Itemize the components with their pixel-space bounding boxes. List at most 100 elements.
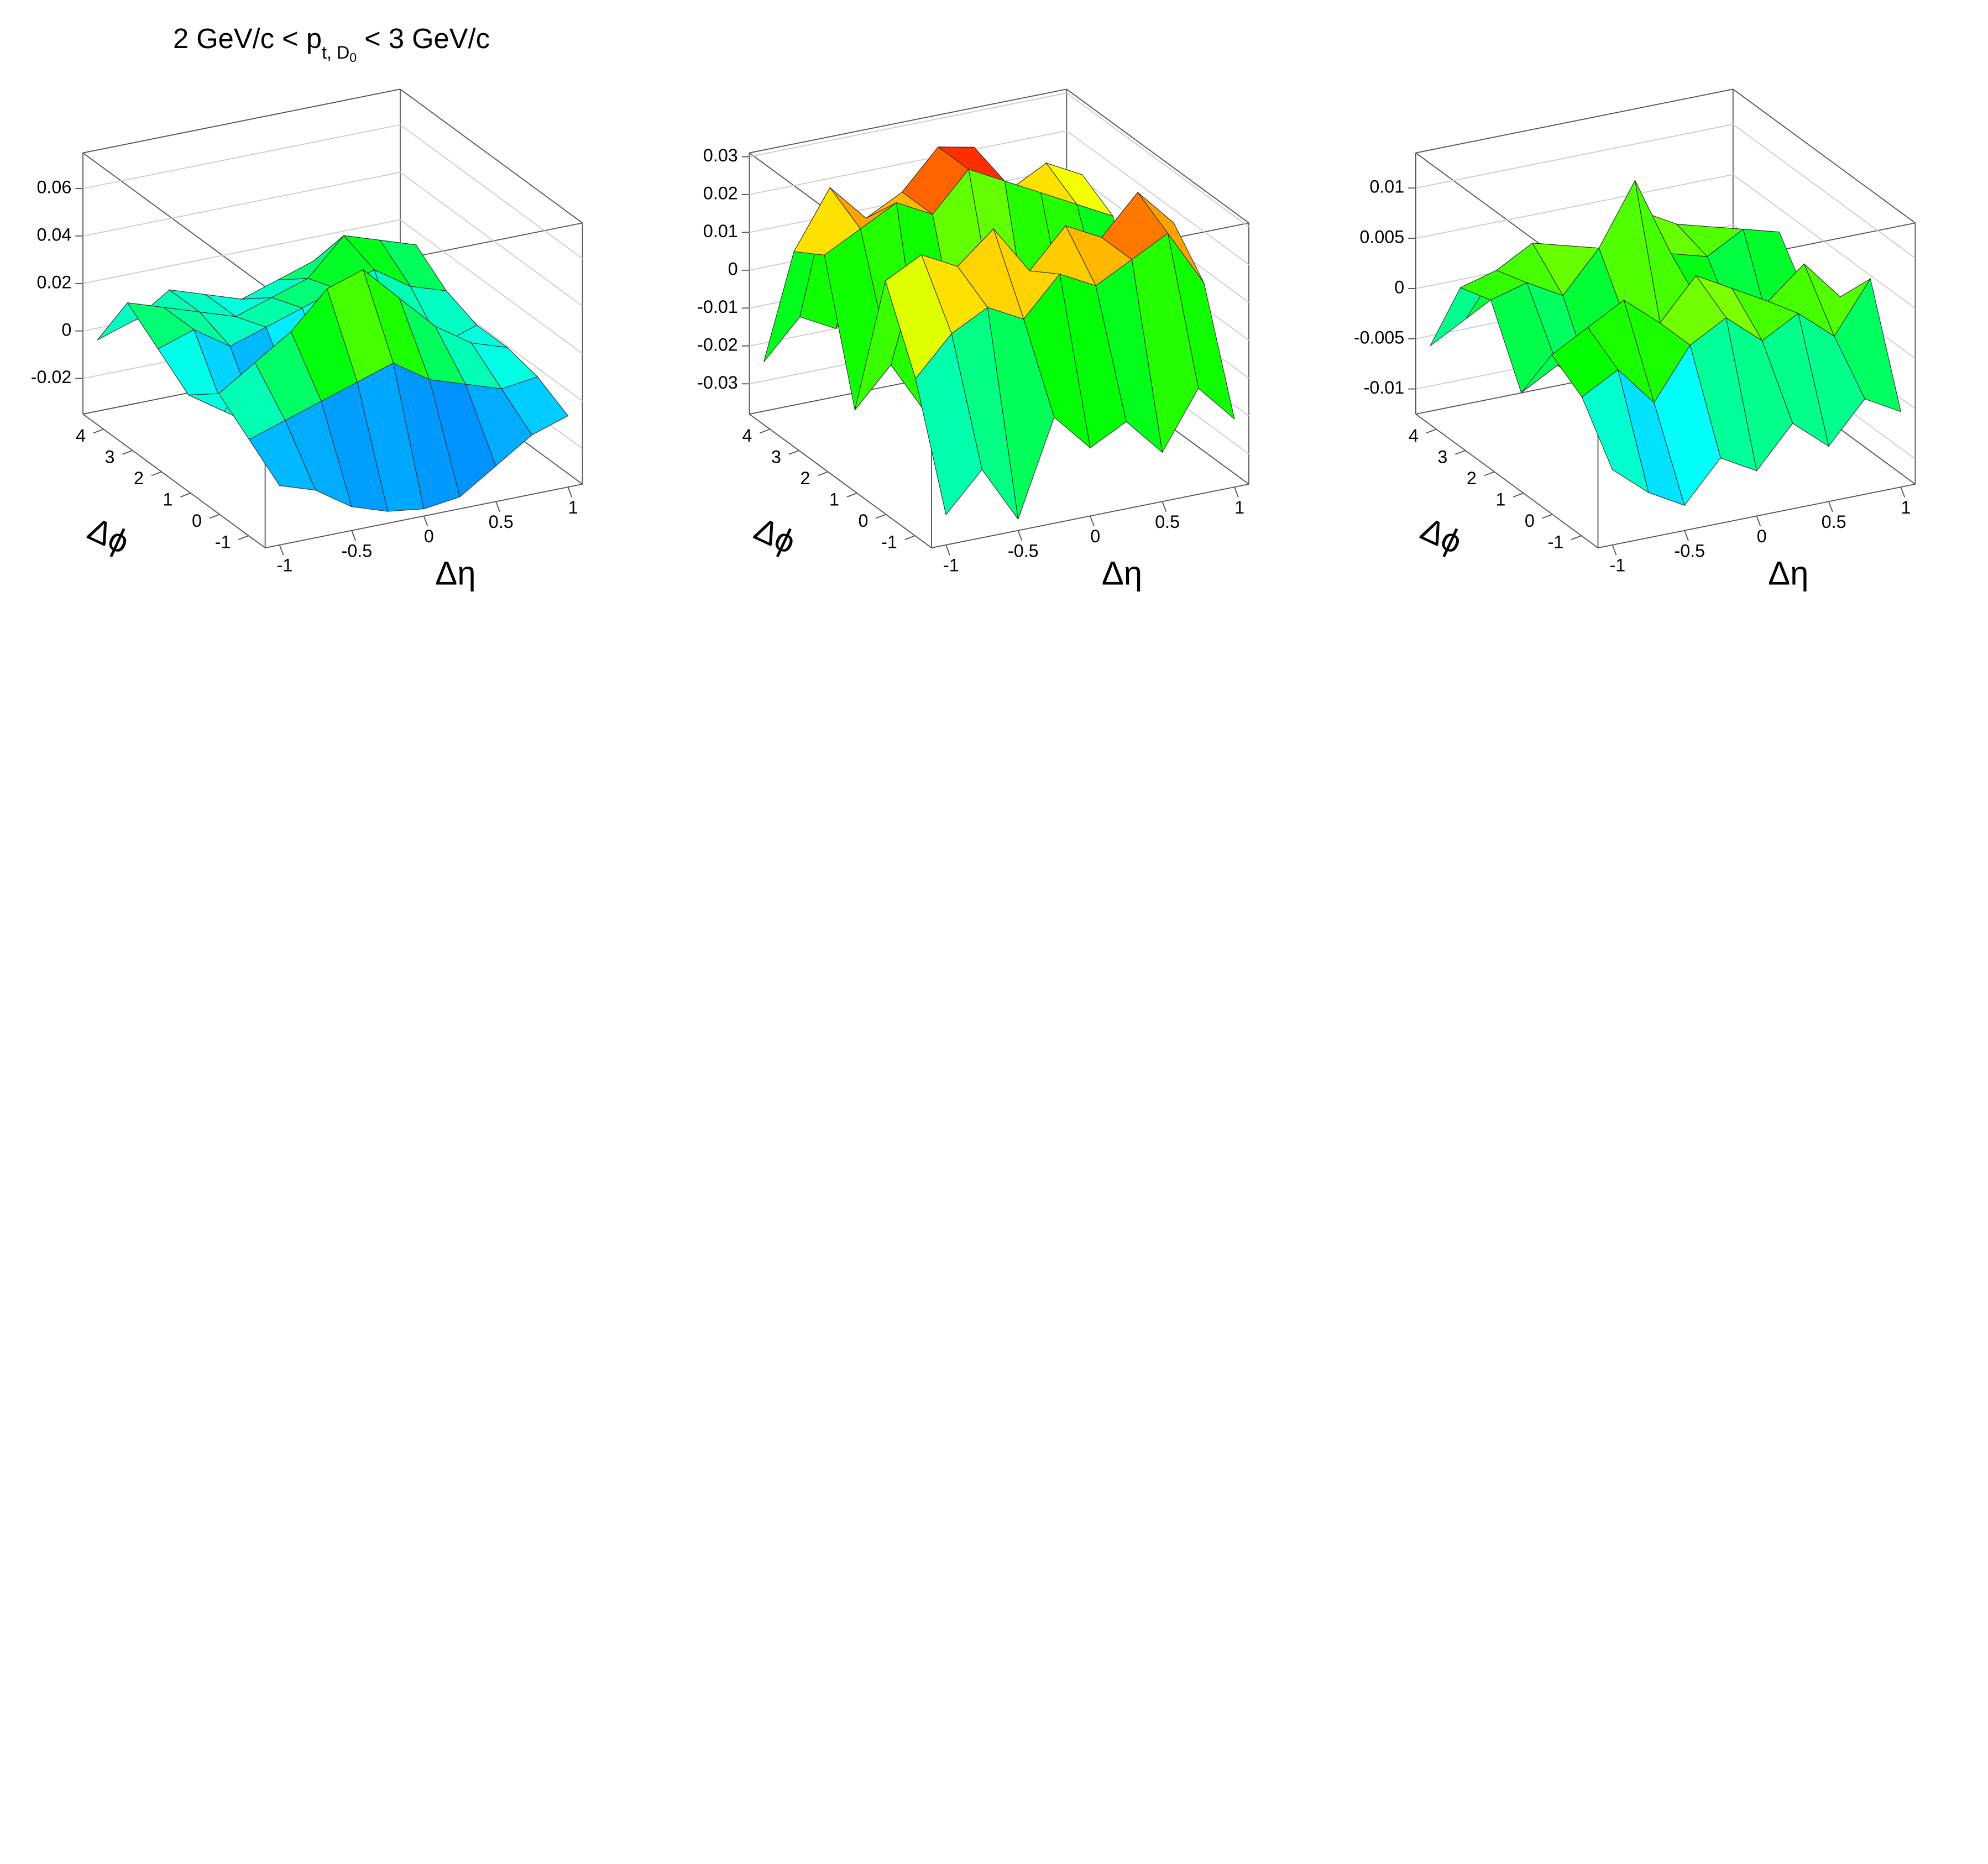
title-part: t, D [322, 42, 349, 62]
x-tick-label: -1 [277, 556, 293, 575]
y-tick [1484, 471, 1495, 477]
y-tick-label: 2 [134, 468, 144, 488]
x-tick-label: -0.5 [1008, 541, 1039, 561]
z-tick-label: 0.03 [703, 145, 738, 165]
x-tick-label: 0 [1757, 526, 1767, 546]
x-tick-label: 0.5 [1155, 512, 1180, 532]
y-tick [1542, 514, 1553, 519]
y-tick-label: 1 [163, 489, 173, 509]
x-tick [945, 544, 950, 556]
x-tick [351, 530, 356, 541]
y-axis-title: Δϕ [1415, 510, 1468, 561]
z-tick-label: 0.04 [37, 224, 72, 244]
grid-line [1066, 92, 1249, 227]
grid-line [82, 171, 401, 237]
z-tick-label: 0.06 [37, 177, 72, 197]
y-tick [817, 471, 829, 477]
x-tick [1090, 516, 1095, 527]
x-tick [1684, 530, 1689, 541]
surface-cell [248, 420, 316, 491]
grid-line [82, 219, 401, 284]
z-tick-label: 0 [728, 259, 738, 279]
panel: -0.0200.020.040.06-1-0.500.51-101234ΔηΔϕ… [31, 23, 583, 592]
grid-line [1733, 174, 1916, 309]
y-tick-label: 4 [76, 426, 86, 446]
z-tick-label: 0 [1394, 277, 1404, 297]
x-tick [1756, 516, 1761, 527]
y-tick-label: 3 [771, 447, 781, 467]
y-tick-label: 2 [800, 468, 810, 488]
y-tick [180, 493, 191, 498]
y-tick [209, 514, 220, 519]
box-edge [1066, 88, 1249, 224]
box-edge [1415, 413, 1599, 548]
y-tick [122, 450, 133, 455]
box-edge [749, 88, 1067, 154]
y-tick-label: 0 [858, 511, 868, 531]
z-tick-label: 0.005 [1359, 227, 1404, 247]
y-axis-title: Δϕ [82, 510, 135, 561]
panel: -0.01-0.00500.0050.01-1-0.500.51-101234Δ… [1354, 88, 1916, 592]
z-tick-label: 0 [61, 320, 71, 339]
title-part: < 3 GeV/c [357, 23, 490, 54]
title-part: 2 GeV/c < p [173, 23, 322, 54]
box-edge [82, 152, 266, 287]
x-tick [1612, 544, 1617, 556]
x-tick [1162, 501, 1167, 512]
x-tick-label: -0.5 [1674, 541, 1705, 561]
y-tick [93, 428, 104, 434]
x-tick-label: -1 [1609, 556, 1625, 575]
box-edge [749, 413, 932, 548]
y-tick [238, 535, 249, 540]
chart-title: 2 GeV/c < pt, D0 < 3 GeV/c [173, 23, 490, 65]
y-tick-label: -1 [881, 532, 897, 552]
z-tick-label: -0.02 [31, 367, 72, 387]
x-tick [1900, 486, 1906, 498]
z-tick-label: -0.03 [697, 373, 738, 392]
box-edge [82, 88, 401, 154]
y-tick [1571, 535, 1582, 540]
z-tick-label: 0.02 [703, 183, 738, 203]
y-tick [151, 471, 162, 477]
y-tick-label: 2 [1467, 468, 1477, 488]
x-axis-title: Δη [435, 555, 475, 592]
z-tick-label: 0.02 [37, 272, 72, 292]
y-tick [1426, 428, 1437, 434]
box-edge [1415, 88, 1733, 154]
box-edge [1733, 88, 1916, 224]
x-tick-label: 0 [1090, 526, 1100, 546]
x-tick-label: -1 [943, 556, 959, 575]
y-tick [759, 428, 771, 434]
x-axis-title: Δη [1102, 555, 1142, 592]
x-tick-label: 0.5 [1822, 512, 1846, 532]
x-tick-label: 0.5 [489, 512, 514, 532]
x-tick-label: 1 [568, 498, 578, 517]
title-part: 0 [349, 50, 357, 65]
y-tick-label: -1 [1548, 532, 1564, 552]
y-tick-label: 4 [742, 426, 752, 446]
grid-line [749, 130, 1067, 195]
y-tick-label: -1 [215, 532, 231, 552]
grid-line [1066, 130, 1249, 265]
y-tick-label: 0 [192, 511, 202, 531]
x-tick [1828, 501, 1833, 512]
grid-line [1733, 124, 1916, 259]
z-tick-label: -0.01 [1364, 378, 1405, 397]
y-tick [788, 450, 799, 455]
box-edge [400, 88, 583, 224]
x-tick [1234, 486, 1239, 498]
grid-line [1415, 174, 1733, 239]
x-axis-title: Δη [1768, 555, 1808, 592]
z-tick-label: -0.01 [697, 297, 738, 317]
y-tick [846, 493, 857, 498]
y-tick [1513, 493, 1524, 498]
box-edge [82, 413, 266, 548]
y-tick-label: 3 [105, 447, 115, 467]
y-tick [904, 535, 915, 540]
x-tick-label: 1 [1901, 498, 1911, 517]
z-tick-label: -0.02 [697, 334, 738, 354]
y-tick-label: 3 [1437, 447, 1447, 467]
z-tick-label: -0.005 [1354, 327, 1404, 347]
x-tick [423, 516, 428, 527]
